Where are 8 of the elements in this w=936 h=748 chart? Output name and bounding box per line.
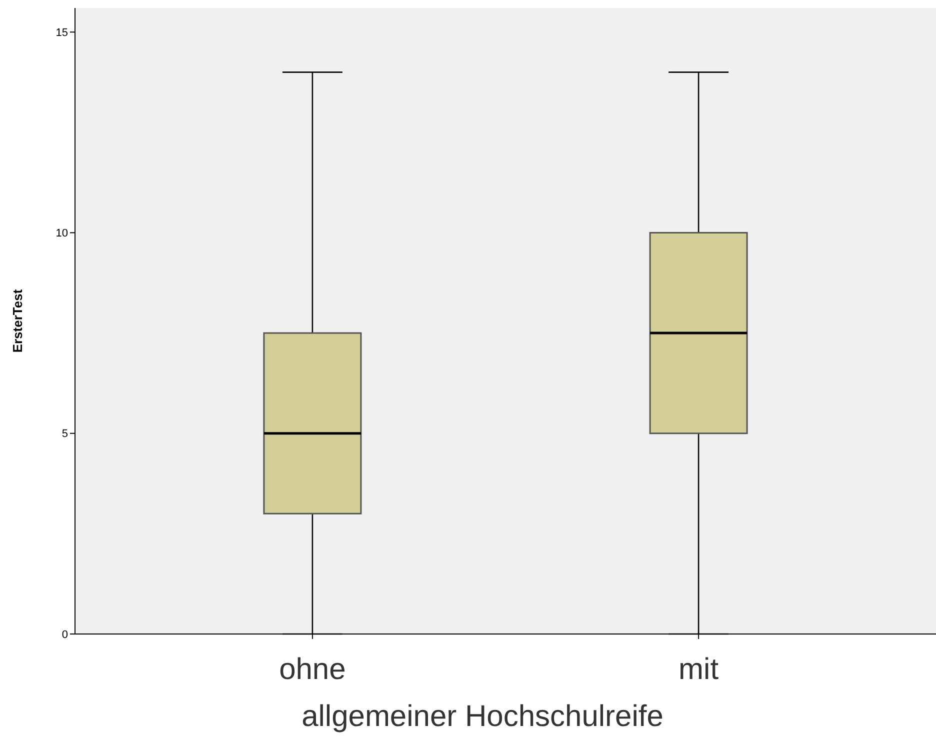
y-tick-label: 10 <box>56 228 68 240</box>
y-tick-label: 0 <box>62 628 68 641</box>
x-axis-title: allgemeiner Hochschulreife <box>302 700 664 733</box>
y-tick-label: 15 <box>56 26 68 39</box>
y-tick-label: 5 <box>62 428 68 440</box>
x-tick-label: ohne <box>279 653 346 686</box>
x-tick-label: mit <box>678 653 720 686</box>
y-axis-title: ErsterTest <box>10 288 25 353</box>
